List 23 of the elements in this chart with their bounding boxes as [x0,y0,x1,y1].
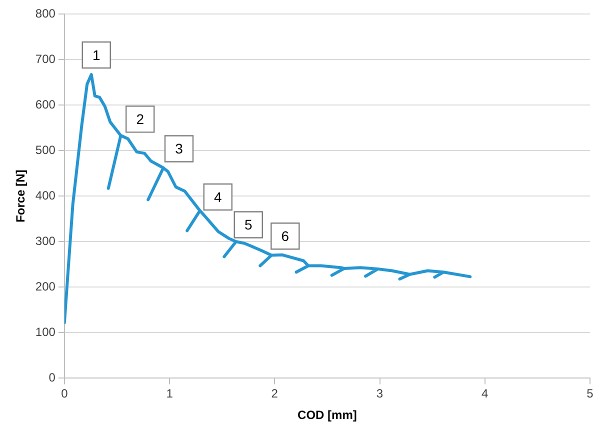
annotation: 2 [136,111,144,128]
y-axis-title: Force [N] [14,170,28,222]
annotation: 1 [92,46,100,63]
annotation: 5 [244,216,252,233]
x-tick-label: 2 [271,386,278,401]
x-tick-label: 1 [166,386,174,401]
x-axis-title: COD [mm] [298,408,357,422]
annotation: 4 [214,188,222,205]
y-tick-label: 600 [35,97,56,112]
y-tick-label: 400 [35,188,56,202]
y-tick-label: 500 [35,142,56,157]
y-tick-label: 300 [35,234,56,248]
annotation: 3 [175,140,184,157]
y-tick-label: 800 [35,6,56,20]
y-tick-label: 0 [48,370,56,385]
y-tick-label: 700 [35,52,56,66]
annotation: 6 [281,228,290,244]
x-tick-label: 3 [376,386,384,401]
x-tick-label: 4 [482,386,489,401]
x-tick-label: 0 [61,386,68,401]
y-tick-label: 200 [35,279,56,294]
x-tick-label: 5 [586,386,594,401]
y-tick-label: 100 [35,324,56,339]
